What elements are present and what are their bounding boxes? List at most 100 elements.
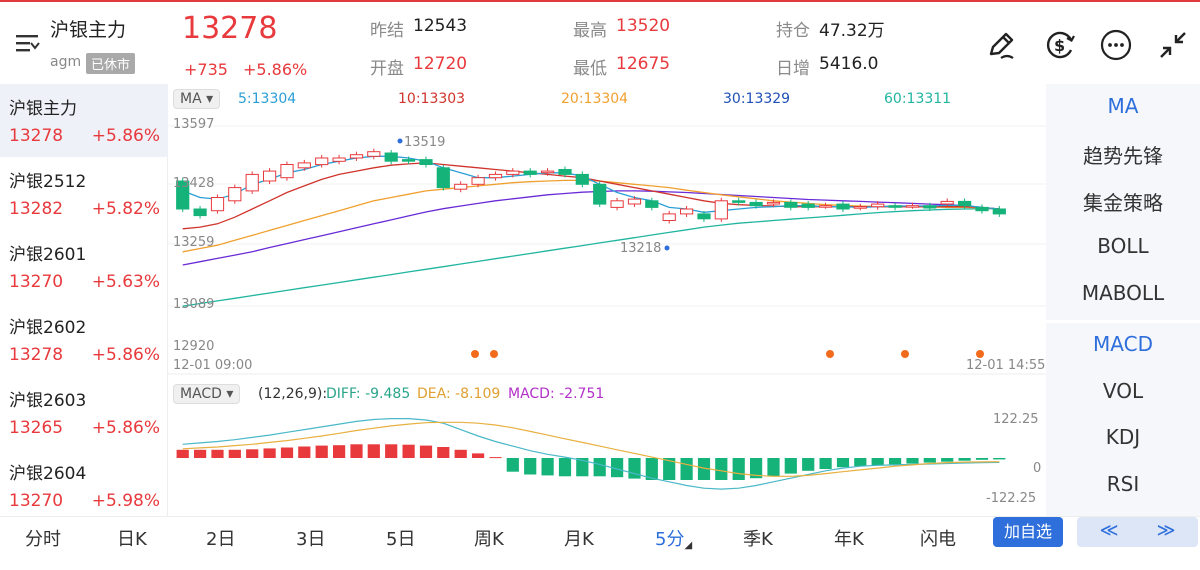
kline-chart-svg[interactable] xyxy=(168,84,1046,516)
indicator-ma[interactable]: MA xyxy=(1107,94,1139,118)
contract-pct: +5.86% xyxy=(91,345,160,365)
period-tab-2day[interactable]: 2日 xyxy=(206,529,236,550)
candle xyxy=(662,213,676,221)
candle xyxy=(871,203,885,208)
macd-bar xyxy=(489,457,502,459)
macd-bar xyxy=(680,458,693,480)
y-tick: 13428 xyxy=(173,176,215,191)
macd-bar xyxy=(333,445,346,458)
stat-label-low: 最低 xyxy=(573,59,607,79)
macd-bar xyxy=(906,458,919,464)
candle xyxy=(210,197,225,212)
market-status-badge: 已休市 xyxy=(86,53,136,74)
indicator-fund-strategy[interactable]: 集金策略 xyxy=(1083,191,1163,215)
candle xyxy=(958,200,972,207)
candle xyxy=(575,173,589,185)
next-contract-button[interactable]: ≫ xyxy=(1134,517,1198,547)
high-mark-label: 13519 xyxy=(404,135,446,150)
menu-icon[interactable] xyxy=(14,32,42,56)
sub-indicator-selector[interactable]: MACD ▾ xyxy=(173,384,241,404)
period-tab-weekly[interactable]: 周K xyxy=(474,529,504,550)
contract-item[interactable]: 沪银2603 13265 +5.86% xyxy=(0,376,168,449)
period-tab-yearly[interactable]: 年K xyxy=(834,529,864,550)
candle xyxy=(193,208,207,217)
period-tab-daily[interactable]: 日K xyxy=(117,529,147,550)
contract-pct: +5.86% xyxy=(91,418,160,438)
period-tab-5day[interactable]: 5日 xyxy=(386,529,416,550)
macd-bar xyxy=(750,458,763,479)
candle xyxy=(384,152,398,162)
stat-value-open: 12720 xyxy=(413,54,468,74)
macd-bar xyxy=(558,458,572,477)
candle xyxy=(714,200,728,220)
contract-item[interactable]: 沪银2602 13278 +5.86% xyxy=(0,303,168,376)
indicator-trend-pioneer[interactable]: 趋势先锋 xyxy=(1083,144,1163,168)
sub-indicator-label: MACD xyxy=(180,386,222,402)
period-tab-3day[interactable]: 3日 xyxy=(296,529,326,550)
candle xyxy=(367,151,381,157)
candle xyxy=(732,200,746,203)
contract-name: 沪银主力 xyxy=(9,99,77,119)
candle xyxy=(523,170,537,175)
contract-pct: +5.98% xyxy=(91,491,160,511)
contract-list: 沪银主力 13278 +5.86% 沪银2512 13282 +5.82% 沪银… xyxy=(0,84,168,516)
kline-chart-area[interactable]: MA ▾ 5:13304 10:13303 20:13304 30:13329 … xyxy=(168,84,1046,516)
macd-bar xyxy=(524,458,537,475)
edit-pen-icon[interactable] xyxy=(985,28,1019,62)
indicator-macd[interactable]: MACD xyxy=(1093,332,1153,356)
indicator-vol[interactable]: VOL xyxy=(1102,379,1144,403)
contract-item[interactable]: 沪银2601 13270 +5.63% xyxy=(0,230,168,303)
macd-bar xyxy=(871,458,884,466)
ma60-label: 60:13311 xyxy=(884,91,952,107)
macd-bar xyxy=(645,458,658,480)
low-mark-label: 13218 xyxy=(620,241,662,256)
indicator-divider xyxy=(1046,320,1200,323)
macd-bar xyxy=(958,458,971,461)
stat-value-prev-settle: 12543 xyxy=(413,16,468,36)
prev-contract-button[interactable]: ≪ xyxy=(1077,517,1141,547)
low-mark-dot xyxy=(664,245,670,251)
dollar-exchange-icon[interactable]: $ xyxy=(1043,28,1077,62)
candle xyxy=(541,170,555,174)
contract-item[interactable]: 沪银2512 13282 +5.82% xyxy=(0,157,168,230)
contract-item[interactable]: 沪银2604 13270 +5.98% xyxy=(0,449,168,522)
candle xyxy=(471,177,485,185)
macd-diff-line xyxy=(182,418,1000,490)
macd-y-bot: -122.25 xyxy=(986,491,1037,506)
contract-item[interactable]: 沪银主力 13278 +5.86% xyxy=(0,84,168,157)
more-icon[interactable] xyxy=(1099,28,1133,62)
indicator-kdj[interactable]: KDJ xyxy=(1105,425,1141,449)
candle xyxy=(784,201,798,208)
shrink-icon[interactable] xyxy=(1156,28,1190,62)
macd-bar xyxy=(611,458,624,478)
macd-bar xyxy=(350,444,363,458)
main-indicator-selector[interactable]: MA ▾ xyxy=(173,89,221,109)
stat-value-high: 13520 xyxy=(616,16,671,36)
instrument-name[interactable]: 沪银主力 xyxy=(50,19,127,41)
signal-dot xyxy=(471,350,479,358)
indicator-maboll[interactable]: MABOLL xyxy=(1081,281,1165,305)
add-favorite-button[interactable]: 加自选 xyxy=(993,517,1063,547)
period-tab-monthly[interactable]: 月K xyxy=(564,529,594,550)
macd-bar xyxy=(593,458,606,477)
contract-price: 13265 xyxy=(9,418,64,438)
indicator-rsi[interactable]: RSI xyxy=(1106,472,1140,496)
period-tab-flash[interactable]: 闪电 xyxy=(920,529,956,550)
period-bar: 分时 日K 2日 3日 5日 周K 月K 5分◢ 季K 年K 闪电 加自选 ≪ … xyxy=(0,516,1200,570)
macd-dea-label: DEA: -8.109 xyxy=(417,386,501,402)
macd-bar xyxy=(246,449,259,458)
contract-name: 沪银2603 xyxy=(9,391,87,411)
period-tab-5min[interactable]: 5分◢ xyxy=(655,525,692,551)
candle xyxy=(176,180,190,210)
quote-header: 沪银主力 agm 已休市 13278 +735 +5.86% 昨结 12543 … xyxy=(0,0,1200,84)
time-start-label: 12-01 09:00 xyxy=(173,358,253,373)
macd-bar xyxy=(176,449,189,458)
stat-label-prev-settle: 昨结 xyxy=(370,21,404,41)
period-tab-quarterly[interactable]: 季K xyxy=(743,529,773,550)
candle xyxy=(923,205,937,209)
stat-value-low: 12675 xyxy=(616,54,671,74)
period-tab-intraday[interactable]: 分时 xyxy=(25,529,61,550)
ma60-line xyxy=(182,208,1000,307)
indicator-boll[interactable]: BOLL xyxy=(1097,234,1149,258)
contract-price: 13270 xyxy=(9,272,64,292)
